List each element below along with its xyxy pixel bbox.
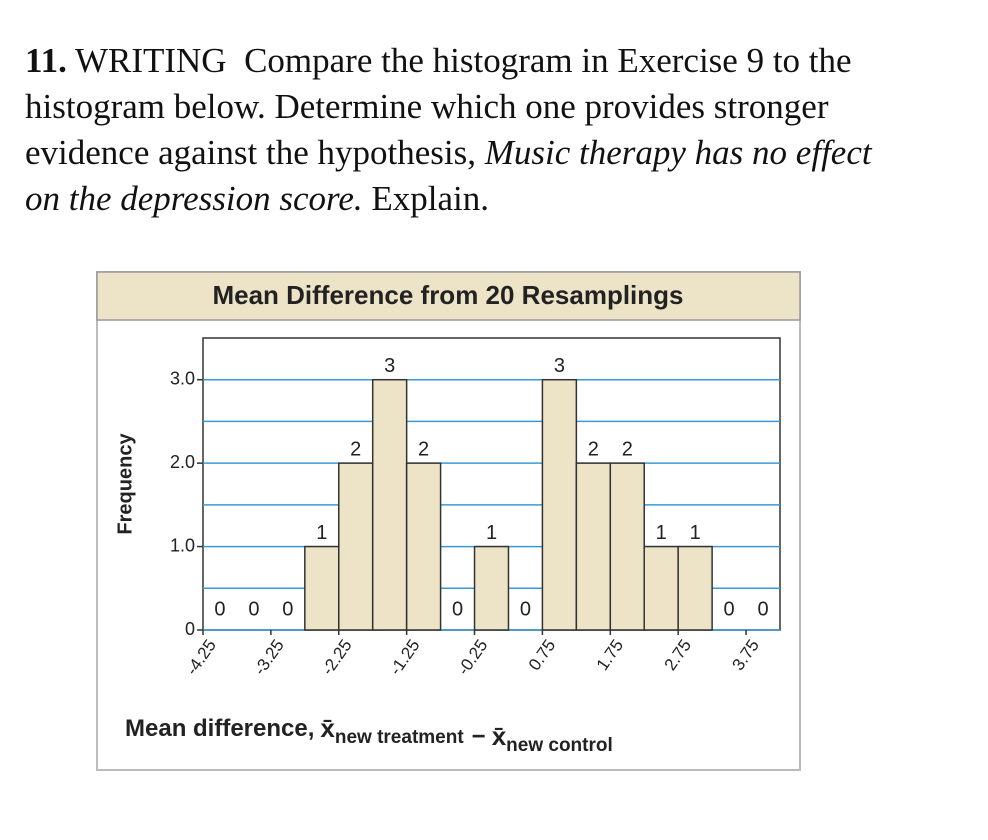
exercise-text: Compare the histogram in Exercise 9 to t… xyxy=(25,41,852,172)
data-label: 2 xyxy=(622,438,633,460)
data-label: 1 xyxy=(486,522,497,544)
exercise-label: WRITING xyxy=(74,41,227,80)
data-label: 3 xyxy=(384,355,395,377)
y-axis-label: Frequency xyxy=(114,433,136,535)
data-label: 0 xyxy=(520,598,531,620)
bar xyxy=(541,378,578,631)
hypothesis: Music therapy has no effect on the depre… xyxy=(25,133,872,218)
data-label: 0 xyxy=(724,598,735,620)
data-label: 2 xyxy=(418,438,429,460)
data-label: 2 xyxy=(350,438,361,460)
bar xyxy=(677,545,713,631)
x-axis-label: Mean difference, x̄new treatment − x̄new co… xyxy=(125,713,613,756)
data-label: 0 xyxy=(248,598,259,620)
bar xyxy=(575,462,612,631)
data-label: 0 xyxy=(757,598,768,620)
exercise: 11. WRITING Compare the histogram in Exe… xyxy=(25,38,895,222)
data-label: 1 xyxy=(656,522,667,544)
x-label-prefix: Mean difference, xyxy=(125,715,314,742)
y-tick-label: 0 xyxy=(185,619,195,639)
title-bar xyxy=(96,271,801,321)
data-label: 1 xyxy=(690,522,701,544)
exercise-number: 11. xyxy=(25,41,67,80)
bar xyxy=(643,545,679,631)
data-label: 0 xyxy=(282,598,293,620)
bar xyxy=(405,462,442,631)
bar xyxy=(371,378,408,631)
bar xyxy=(304,545,340,631)
x-label-subscript: new treatment xyxy=(335,727,464,748)
y-tick-label: 2.0 xyxy=(170,452,195,472)
data-label: 0 xyxy=(452,598,463,620)
bar xyxy=(473,545,510,631)
x-label-symbol: x̄ xyxy=(492,721,507,751)
data-label: 3 xyxy=(554,355,565,377)
closing: Explain. xyxy=(371,179,490,218)
bar xyxy=(338,462,374,631)
y-tick-label: 1.0 xyxy=(170,535,195,555)
x-label-operator: − xyxy=(472,723,486,750)
x-label-symbol: x̄ xyxy=(320,713,335,743)
bar xyxy=(609,462,645,631)
data-label: 1 xyxy=(316,522,327,544)
y-tick-label: 3.0 xyxy=(170,368,195,388)
data-label: 0 xyxy=(214,598,225,620)
chart-title: Mean Difference from 20 Resamplings xyxy=(212,280,683,310)
data-label: 2 xyxy=(588,438,599,460)
x-label-subscript: new control xyxy=(506,735,613,756)
